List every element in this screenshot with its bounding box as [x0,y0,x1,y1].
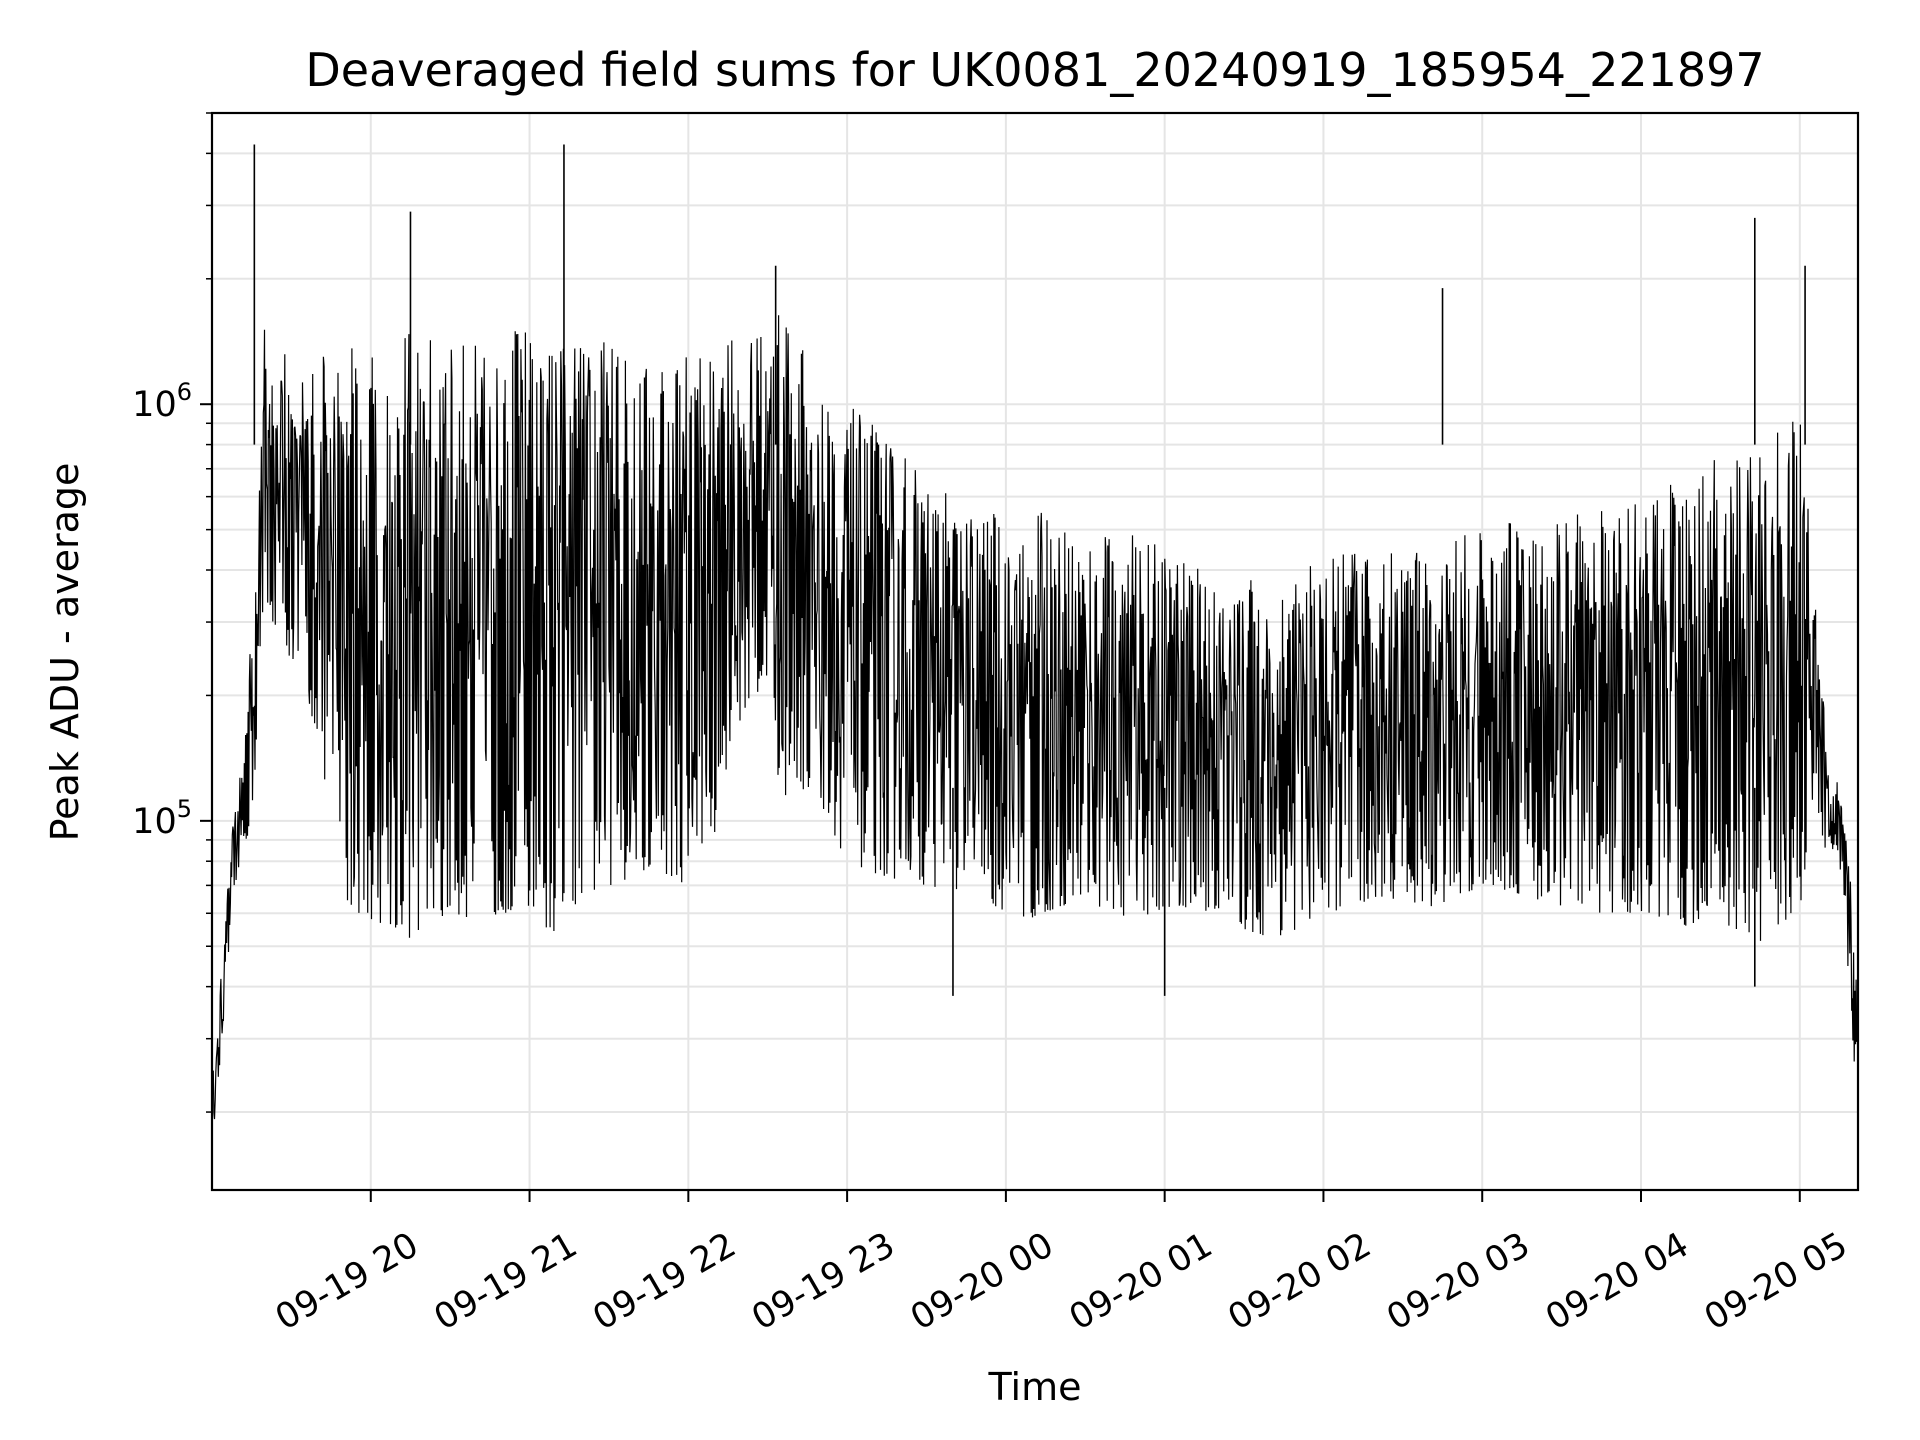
plot-frame [210,111,1860,1192]
x-tick-label: 09-19 22 [587,1225,743,1338]
x-tick-label: 09-19 23 [745,1225,901,1338]
x-tick-label: 09-20 03 [1380,1225,1536,1338]
chart-title: Deaveraged field sums for UK0081_2024091… [305,43,1764,97]
x-tick-label: 09-20 00 [904,1225,1060,1338]
x-tick-label: 09-20 01 [1063,1225,1219,1338]
data-layer [211,144,1859,1141]
x-tick-label: 09-20 04 [1539,1225,1695,1338]
x-tick-label: 09-20 05 [1698,1225,1854,1338]
x-axis-label: Time [988,1365,1082,1409]
y-tick-label: 105 [132,795,192,842]
data-series-line [211,315,1859,1141]
y-axis-label: Peak ADU - average [43,463,87,842]
x-tick-label: 09-20 02 [1222,1225,1378,1338]
y-tick-label: 106 [132,378,192,425]
x-tick-label: 09-19 21 [428,1225,584,1338]
x-tick-label: 09-19 20 [269,1225,425,1338]
